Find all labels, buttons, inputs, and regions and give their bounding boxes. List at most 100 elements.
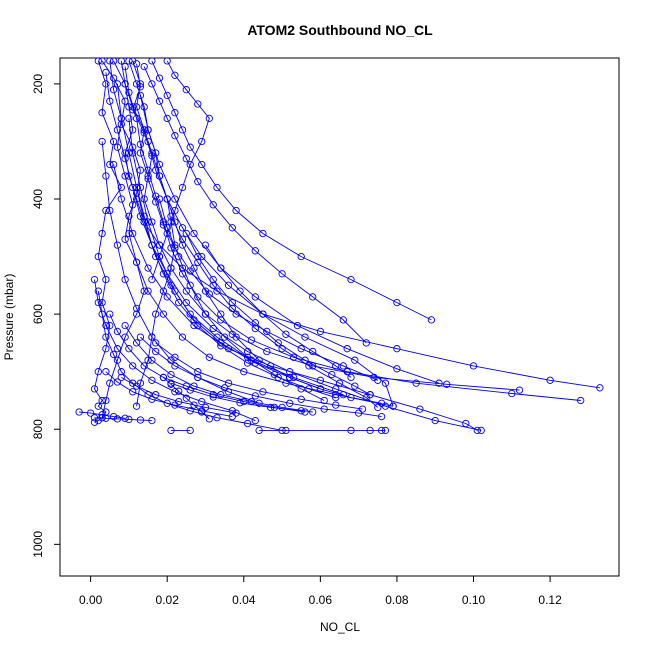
data-point: [144, 264, 152, 272]
data-point: [381, 426, 390, 435]
series-line: [140, 336, 382, 418]
data-point: [175, 397, 183, 406]
data-point: [155, 195, 164, 203]
data-point: [136, 416, 145, 424]
data-point: [178, 183, 187, 192]
data-point: [94, 287, 102, 295]
data-point: [393, 298, 401, 307]
data-point: [129, 229, 137, 238]
data-point: [182, 229, 190, 238]
data-point: [243, 347, 252, 356]
data-point: [102, 275, 110, 284]
data-point: [205, 353, 213, 361]
data-point: [266, 362, 275, 370]
x-axis-label: NO_CL: [320, 620, 360, 634]
data-point: [159, 218, 168, 226]
data-point: [144, 126, 152, 134]
data-point: [163, 91, 171, 100]
data-point: [186, 407, 194, 415]
data-point: [171, 388, 179, 396]
series-line: [79, 411, 126, 419]
data-point: [259, 388, 267, 396]
series-line: [205, 244, 352, 378]
data-point: [469, 362, 478, 370]
data-point: [136, 166, 145, 174]
data-point: [393, 345, 401, 353]
data-point: [121, 275, 129, 284]
x-axis: 0.00 0.02 0.04 0.06 0.08 0.10 0.12: [79, 576, 562, 607]
data-point: [301, 356, 309, 364]
data-point: [171, 218, 179, 226]
data-point: [152, 347, 160, 356]
data-point: [263, 327, 271, 336]
data-point: [144, 166, 152, 174]
data-point: [117, 373, 125, 382]
data-point: [194, 100, 202, 108]
data-point: [393, 365, 401, 373]
data-point: [106, 160, 114, 169]
data-point: [98, 58, 106, 65]
data-point: [328, 370, 336, 379]
series-line: [132, 60, 520, 391]
data-point: [209, 391, 217, 399]
data-point: [186, 281, 194, 289]
data-point: [316, 385, 325, 393]
data-point: [171, 353, 179, 361]
data-point: [178, 241, 187, 249]
data-point: [109, 74, 118, 82]
x-tick-label: 0.04: [232, 593, 256, 607]
data-point: [159, 310, 168, 318]
data-point: [125, 58, 133, 65]
data-point: [132, 103, 141, 111]
data-point: [152, 339, 160, 347]
series-line: [159, 198, 325, 401]
data-point: [129, 149, 137, 157]
series-line: [132, 63, 378, 381]
data-point: [198, 408, 206, 416]
data-point: [209, 201, 217, 209]
data-point: [259, 310, 267, 318]
data-point: [198, 252, 206, 261]
data-point: [243, 353, 252, 361]
data-point: [159, 270, 168, 278]
data-point: [167, 370, 175, 379]
data-point: [266, 403, 275, 412]
data-point: [171, 109, 179, 117]
data-point: [301, 408, 309, 416]
data-point: [167, 379, 175, 387]
data-point: [286, 368, 294, 376]
data-point: [144, 218, 152, 226]
data-point: [163, 224, 171, 232]
series-line: [155, 342, 363, 410]
data-point: [182, 394, 190, 402]
data-point: [113, 415, 122, 423]
data-point: [297, 385, 305, 393]
data-point: [381, 379, 390, 387]
data-point: [213, 414, 221, 422]
series-line: [170, 216, 379, 408]
data-point: [251, 293, 259, 301]
data-point: [236, 287, 244, 295]
data-point: [182, 86, 190, 94]
data-point: [155, 160, 164, 169]
data-point: [198, 137, 206, 146]
data-point: [282, 426, 290, 435]
data-point: [140, 103, 148, 111]
data-point: [94, 402, 102, 410]
data-point: [297, 407, 305, 415]
data-point: [121, 80, 129, 88]
data-point: [194, 321, 202, 330]
y-tick-label: 800: [31, 419, 45, 439]
x-tick-label: 0.10: [462, 593, 486, 607]
data-point: [186, 160, 194, 169]
x-tick-label: 0.00: [79, 593, 103, 607]
y-axis: 200 400 600 800 1000: [31, 74, 60, 558]
series-line: [97, 291, 283, 431]
data-point: [232, 206, 240, 215]
series-line: [109, 313, 306, 413]
data-point: [129, 58, 137, 65]
data-point: [178, 126, 187, 134]
data-point: [140, 195, 148, 203]
y-tick-label: 600: [31, 304, 45, 324]
